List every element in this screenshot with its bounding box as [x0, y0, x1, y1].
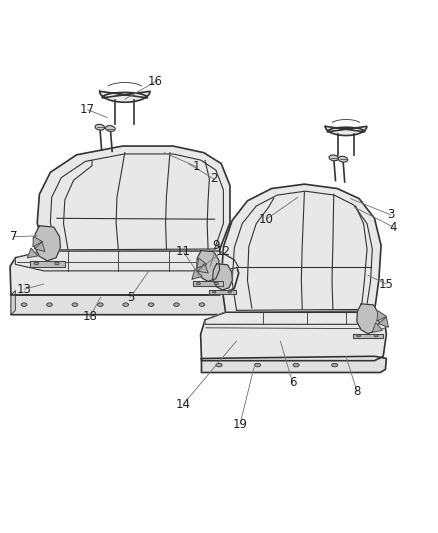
- Ellipse shape: [34, 262, 39, 265]
- Polygon shape: [198, 263, 208, 273]
- Ellipse shape: [199, 303, 205, 306]
- Text: 8: 8: [353, 385, 360, 398]
- Polygon shape: [377, 311, 386, 321]
- Ellipse shape: [216, 364, 222, 367]
- Text: 4: 4: [389, 221, 397, 233]
- Polygon shape: [34, 226, 60, 261]
- Polygon shape: [33, 237, 42, 247]
- Ellipse shape: [97, 303, 103, 306]
- Ellipse shape: [332, 364, 338, 367]
- Polygon shape: [99, 91, 150, 102]
- Polygon shape: [30, 261, 65, 266]
- Ellipse shape: [21, 303, 27, 306]
- Text: 17: 17: [80, 103, 95, 116]
- Polygon shape: [209, 290, 236, 294]
- Text: 18: 18: [82, 310, 97, 324]
- Polygon shape: [201, 356, 386, 373]
- Polygon shape: [353, 334, 383, 338]
- Text: 16: 16: [148, 75, 163, 88]
- Ellipse shape: [215, 282, 219, 285]
- Ellipse shape: [95, 124, 105, 130]
- Polygon shape: [15, 251, 239, 271]
- Ellipse shape: [72, 303, 78, 306]
- Ellipse shape: [173, 303, 180, 306]
- Ellipse shape: [46, 303, 53, 306]
- Polygon shape: [11, 290, 15, 314]
- Polygon shape: [378, 317, 389, 327]
- Polygon shape: [28, 248, 38, 258]
- Ellipse shape: [197, 282, 200, 285]
- Ellipse shape: [213, 291, 216, 293]
- Polygon shape: [197, 258, 207, 268]
- Ellipse shape: [329, 155, 339, 161]
- Ellipse shape: [106, 126, 115, 132]
- Ellipse shape: [357, 335, 360, 337]
- Polygon shape: [37, 146, 230, 251]
- Ellipse shape: [374, 335, 378, 337]
- Polygon shape: [201, 312, 386, 361]
- Text: 9: 9: [212, 239, 220, 252]
- Polygon shape: [357, 304, 379, 334]
- Text: 1: 1: [192, 160, 200, 173]
- Text: 19: 19: [233, 418, 247, 431]
- Ellipse shape: [228, 291, 231, 293]
- Ellipse shape: [293, 364, 299, 367]
- Polygon shape: [213, 264, 232, 290]
- Ellipse shape: [338, 156, 348, 162]
- Text: 6: 6: [289, 376, 297, 389]
- Polygon shape: [193, 281, 223, 286]
- Text: 13: 13: [17, 283, 32, 296]
- Polygon shape: [372, 322, 382, 332]
- Ellipse shape: [55, 262, 59, 265]
- Text: 10: 10: [259, 213, 274, 225]
- Polygon shape: [11, 288, 239, 314]
- Text: 12: 12: [216, 245, 231, 257]
- Text: 11: 11: [176, 245, 191, 257]
- Polygon shape: [192, 269, 202, 279]
- Ellipse shape: [148, 303, 154, 306]
- Polygon shape: [221, 184, 381, 312]
- Polygon shape: [205, 312, 385, 324]
- Polygon shape: [325, 126, 367, 135]
- Text: 7: 7: [10, 230, 18, 243]
- Text: 15: 15: [379, 278, 394, 290]
- Text: 3: 3: [387, 208, 394, 221]
- Polygon shape: [35, 241, 45, 252]
- Polygon shape: [10, 251, 239, 295]
- Text: 14: 14: [176, 398, 191, 411]
- Polygon shape: [197, 251, 219, 281]
- Text: 5: 5: [127, 290, 134, 304]
- Ellipse shape: [123, 303, 129, 306]
- Ellipse shape: [254, 364, 261, 367]
- Text: 2: 2: [210, 172, 218, 185]
